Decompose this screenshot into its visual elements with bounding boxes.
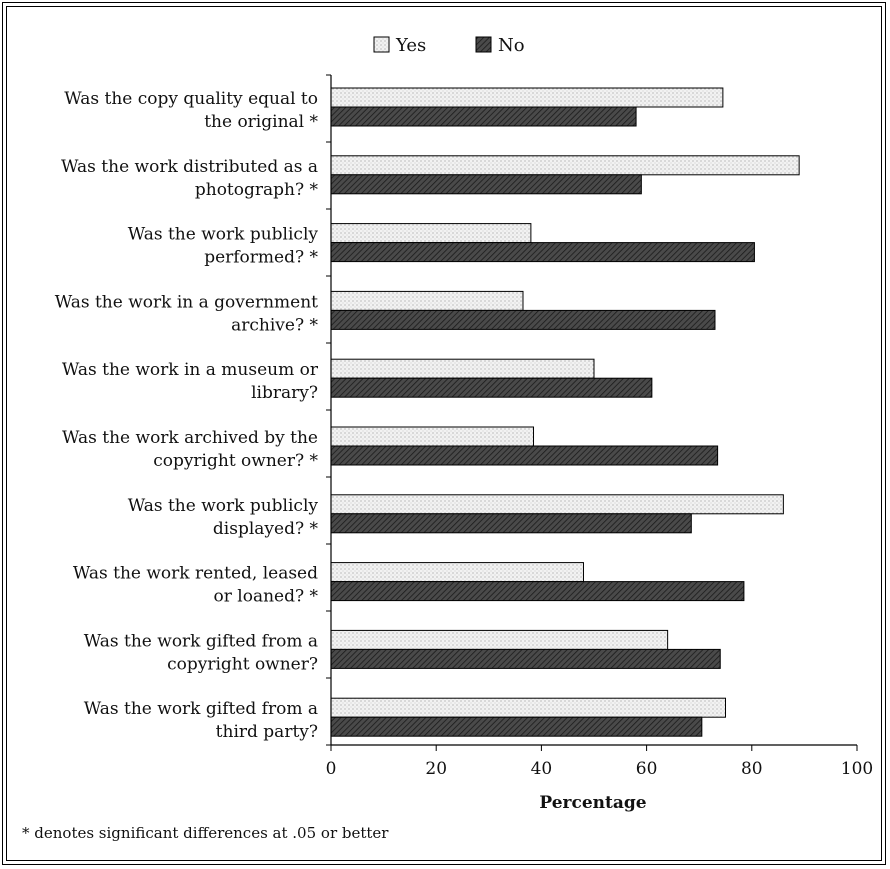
x-tick-label-3: 60 — [636, 759, 658, 779]
category-label-0-line-1: the original * — [204, 112, 318, 132]
legend-swatch-no — [475, 36, 492, 53]
bar-no-0 — [330, 106, 637, 127]
x-tick-label-2: 40 — [531, 759, 553, 779]
bar-yes-0 — [330, 87, 724, 108]
bar-yes-4 — [330, 358, 595, 379]
category-label-4-line-1: library? — [251, 383, 318, 403]
category-label-8-line-1: copyright owner? — [167, 654, 318, 674]
legend-swatch-yes — [373, 36, 390, 53]
legend-label-yes: Yes — [395, 35, 426, 56]
category-label-1-line-1: photograph? * — [195, 180, 319, 200]
category-label-1-line-0: Was the work distributed as a — [61, 157, 318, 177]
bar-yes-2 — [330, 223, 532, 244]
x-tick-label-1: 20 — [425, 759, 447, 779]
category-label-5-line-1: copyright owner? * — [153, 451, 318, 471]
bar-yes-3 — [330, 290, 524, 311]
category-label-9-line-0: Was the work gifted from a — [84, 699, 318, 719]
category-label-3-line-1: archive? * — [231, 315, 318, 335]
category-label-0-line-0: Was the copy quality equal to — [64, 89, 318, 109]
category-label-9-line-1: third party? — [216, 722, 318, 742]
category-label-8-line-0: Was the work gifted from a — [84, 631, 318, 651]
category-label-7-line-1: or loaned? * — [214, 587, 319, 607]
x-tick-label-5: 100 — [841, 759, 873, 779]
bar-yes-9 — [330, 697, 726, 718]
category-label-3-line-0: Was the work in a government — [55, 292, 318, 312]
category-label-5-line-0: Was the work archived by the — [62, 428, 318, 448]
bar-no-7 — [330, 581, 745, 602]
bar-no-5 — [330, 445, 719, 466]
category-label-4-line-0: Was the work in a museum or — [62, 360, 319, 380]
bar-yes-7 — [330, 562, 584, 583]
footnote: * denotes significant differences at .05… — [22, 824, 389, 842]
x-tick-label-0: 0 — [326, 759, 337, 779]
bar-no-2 — [330, 242, 755, 263]
bar-no-8 — [330, 648, 721, 669]
bar-yes-8 — [330, 629, 669, 650]
category-label-2-line-0: Was the work publicly — [128, 225, 319, 245]
bar-yes-5 — [330, 426, 535, 447]
category-label-6-line-1: displayed? * — [213, 519, 319, 539]
legend: Yes No — [373, 35, 525, 56]
bar-no-1 — [330, 174, 642, 195]
legend-label-no: No — [498, 35, 525, 56]
category-label-2-line-1: performed? * — [204, 248, 318, 268]
plot-area: Was the copy quality equal to the origina… — [55, 74, 873, 779]
bar-no-9 — [330, 716, 703, 737]
bar-no-3 — [330, 309, 716, 330]
x-tick-label-4: 80 — [741, 759, 763, 779]
category-label-7-line-0: Was the work rented, leased — [73, 564, 318, 584]
chart-border — [6, 6, 882, 861]
bar-yes-6 — [330, 494, 784, 515]
bar-no-6 — [330, 513, 692, 534]
x-axis-title: Percentage — [539, 793, 646, 813]
category-label-6-line-0: Was the work publicly — [128, 496, 319, 516]
bar-yes-1 — [330, 155, 800, 176]
bar-no-4 — [330, 377, 653, 398]
